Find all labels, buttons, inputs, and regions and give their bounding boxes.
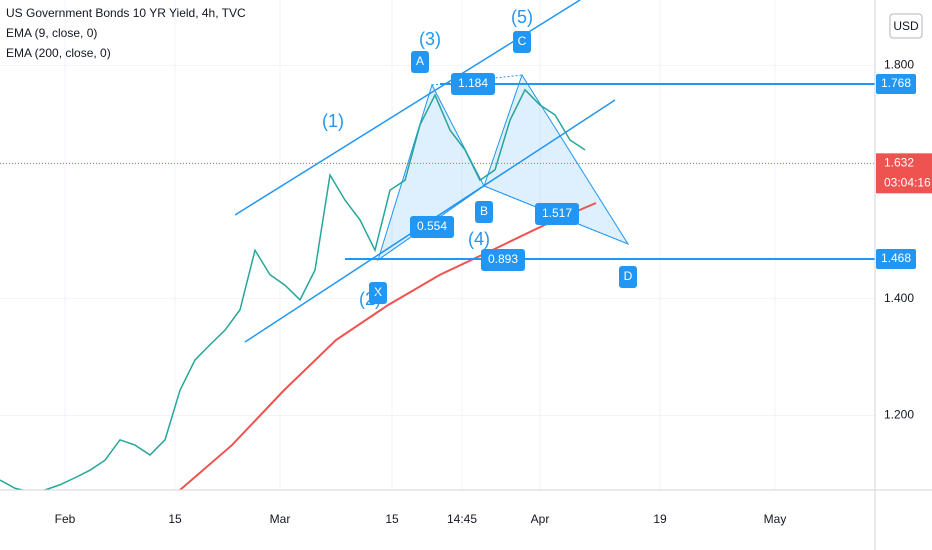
title: US Government Bonds 10 YR Yield, 4h, TVC (6, 6, 246, 20)
price-tag (876, 153, 932, 194)
wave-label: (3) (419, 29, 441, 49)
pattern-label-box (411, 51, 429, 73)
price-tag-label: 1.468 (881, 251, 911, 265)
price-line (0, 88, 586, 490)
countdown: 03:04:16 (884, 176, 931, 190)
wave-label: (4) (468, 229, 490, 249)
x-tick-label: 19 (653, 512, 667, 526)
x-tick-label: Mar (270, 512, 291, 526)
pattern-label: 1.517 (542, 206, 572, 220)
price-tag (876, 74, 916, 94)
pattern-dotted (377, 185, 629, 261)
pattern-label-box (410, 216, 454, 238)
price-tag-label: 1.632 (884, 156, 914, 170)
ema-line (179, 202, 597, 490)
indicator: EMA (200, close, 0) (6, 46, 111, 60)
pattern-label-box (513, 31, 531, 53)
currency-label: USD (893, 19, 919, 33)
pattern-label: A (416, 54, 424, 68)
pattern-label-box (475, 201, 493, 223)
wave-label: (5) (511, 7, 533, 27)
pattern-label-box (619, 266, 637, 288)
plot (0, 0, 875, 490)
pattern-label-box (535, 203, 579, 225)
wave-label: (2) (359, 289, 381, 309)
x-tick-label: 15 (385, 512, 399, 526)
x-tick-label: Apr (531, 512, 550, 526)
indicator: EMA (9, close, 0) (6, 26, 97, 40)
wave-label: (1) (322, 111, 344, 131)
price-tag-label: 1.768 (881, 76, 911, 90)
pattern-label: 0.554 (417, 219, 447, 233)
x-tick-label: 15 (168, 512, 182, 526)
pattern-label: X (374, 285, 382, 299)
pattern-label: D (624, 269, 633, 283)
pattern-label: 0.893 (488, 252, 518, 266)
currency-button[interactable] (889, 13, 923, 39)
y-tick-label: 1.800 (884, 58, 914, 72)
pattern-label: C (518, 34, 527, 48)
y-tick-label: 1.400 (884, 291, 914, 305)
x-tick-label: May (764, 512, 787, 526)
pattern-label-box (451, 73, 495, 95)
x-tick-label: Feb (55, 512, 76, 526)
pattern-label-box (369, 282, 387, 304)
pattern-label: B (480, 204, 488, 218)
x-tick-label: 14:45 (447, 512, 477, 526)
y-tick-label: 1.200 (884, 408, 914, 422)
pattern-label: 1.184 (458, 76, 488, 90)
pattern-label-box (481, 249, 525, 271)
price-tag (876, 249, 916, 269)
